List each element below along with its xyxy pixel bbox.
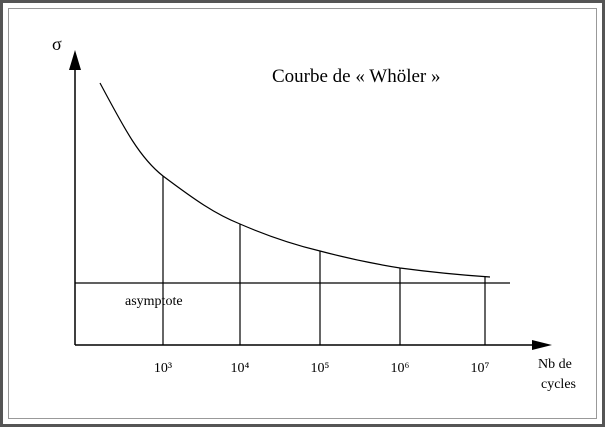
- wohler-curve: [99, 82, 491, 278]
- title: Courbe de « Whöler »: [272, 66, 441, 87]
- x-label: 10³: [154, 361, 172, 376]
- x-label: 10⁵: [311, 361, 330, 376]
- x-label: 10⁷: [471, 361, 490, 376]
- x-label: 10⁶: [391, 361, 410, 376]
- verticals: [162, 176, 486, 345]
- inner-frame: [8, 8, 597, 419]
- x-arrow: [532, 340, 552, 350]
- x-axis-label: Nb de: [538, 357, 572, 372]
- y-axis-label: σ: [52, 34, 62, 54]
- asymptote-label: asymptote: [125, 294, 183, 309]
- y-arrow: [69, 50, 81, 70]
- x-axis-label: cycles: [541, 377, 576, 392]
- x-label: 10⁴: [231, 361, 250, 376]
